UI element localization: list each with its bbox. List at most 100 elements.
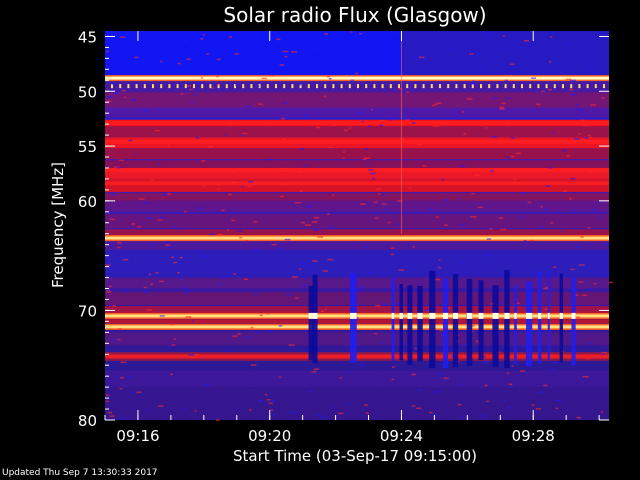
noise-speckle	[162, 194, 168, 196]
noise-speckle	[383, 208, 387, 210]
noise-speckle	[598, 216, 602, 219]
noise-speckle	[441, 178, 444, 181]
noise-speckle	[552, 266, 557, 268]
noise-speckle	[267, 330, 273, 332]
interference-dot	[340, 84, 343, 89]
noise-speckle	[248, 409, 252, 411]
noise-speckle	[245, 336, 252, 339]
noise-speckle	[250, 364, 257, 366]
noise-speckle	[543, 384, 548, 387]
interference-dot	[488, 84, 491, 89]
noise-speckle	[569, 177, 576, 180]
noise-speckle	[117, 246, 121, 249]
noise-speckle	[136, 391, 142, 394]
noise-speckle	[376, 44, 379, 46]
noise-speckle	[582, 294, 588, 297]
noise-speckle	[142, 66, 145, 68]
noise-speckle	[119, 387, 123, 390]
interference-dot	[365, 84, 368, 89]
interference-dot	[553, 84, 556, 89]
noise-speckle	[396, 32, 401, 35]
noise-speckle	[118, 159, 124, 162]
noise-speckle	[555, 407, 559, 410]
frequency-band	[105, 200, 609, 212]
noise-speckle	[437, 266, 442, 269]
burst-column	[407, 285, 413, 365]
noise-speckle	[459, 224, 465, 227]
frequency-band	[105, 291, 609, 305]
x-axis: 09:16 09:20 09:24 09:28	[104, 31, 600, 445]
noise-speckle	[584, 137, 588, 139]
noise-speckle	[521, 345, 527, 348]
noise-speckle	[117, 242, 122, 244]
interference-dot	[184, 84, 187, 89]
burst-column	[504, 269, 510, 368]
interference-dot	[439, 84, 441, 89]
noise-speckle	[197, 251, 201, 253]
noise-speckle	[305, 205, 312, 208]
noise-speckle	[520, 370, 526, 372]
noise-speckle	[299, 190, 303, 193]
noise-speckle	[476, 331, 479, 333]
interference-dot	[496, 84, 499, 89]
frequency-band	[105, 277, 609, 289]
noise-speckle	[157, 405, 164, 407]
noise-speckle	[112, 339, 117, 342]
noise-speckle	[355, 72, 359, 75]
noise-speckle	[433, 414, 439, 416]
noise-speckle	[359, 364, 364, 366]
noise-speckle	[176, 271, 180, 274]
noise-speckle	[190, 101, 194, 104]
red-band	[105, 354, 609, 359]
noise-speckle	[160, 60, 163, 63]
noise-speckle	[296, 171, 303, 173]
noise-speckle	[268, 158, 273, 161]
noise-speckle	[304, 224, 311, 226]
y-tick-label: 45	[78, 28, 97, 46]
noise-speckle	[138, 198, 145, 200]
noise-speckle	[217, 83, 221, 86]
interference-dot	[111, 84, 113, 89]
noise-speckle	[582, 375, 589, 378]
noise-speckle	[370, 108, 374, 111]
noise-speckle	[393, 285, 398, 288]
interference-dot	[521, 84, 523, 89]
noise-speckle	[167, 193, 172, 195]
noise-speckle	[120, 36, 126, 38]
noise-speckle	[282, 138, 286, 140]
burst-hotspot	[350, 312, 357, 319]
noise-speckle	[419, 283, 422, 285]
noise-speckle	[392, 366, 395, 368]
noise-speckle	[170, 373, 173, 376]
noise-speckle	[511, 365, 514, 367]
interference-dot	[135, 84, 138, 89]
noise-speckle	[146, 309, 153, 311]
noise-speckle	[408, 187, 411, 189]
noise-speckle	[375, 305, 381, 307]
burst-column	[571, 277, 576, 366]
burst-column	[514, 285, 517, 365]
noise-speckle	[362, 158, 367, 161]
noise-speckle	[431, 104, 435, 107]
noise-speckle	[583, 124, 589, 127]
burst-hotspot	[537, 312, 542, 319]
burst-column	[466, 278, 473, 366]
noise-speckle	[172, 261, 178, 264]
noise-speckle	[569, 79, 576, 82]
burst-hotspot	[391, 312, 395, 319]
noise-speckle	[541, 90, 545, 93]
interference-dot	[504, 84, 507, 89]
noise-speckle	[572, 209, 576, 212]
noise-speckle	[150, 283, 153, 285]
noise-speckle	[477, 206, 484, 209]
noise-speckle	[328, 226, 334, 228]
noise-speckle	[312, 49, 318, 52]
noise-speckle	[461, 262, 465, 265]
noise-speckle	[501, 47, 505, 50]
noise-speckle	[360, 203, 366, 205]
noise-speckle	[167, 246, 172, 248]
interference-dot	[283, 84, 286, 89]
noise-speckle	[464, 63, 468, 65]
noise-speckle	[565, 78, 572, 81]
noise-speckle	[467, 98, 473, 100]
